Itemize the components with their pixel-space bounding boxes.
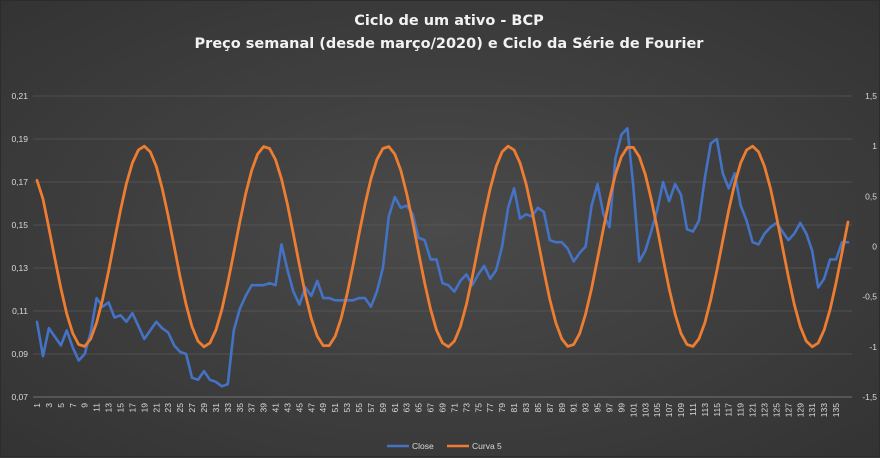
x-tick-label: 105 xyxy=(652,403,662,417)
x-tick-label: 11 xyxy=(92,403,102,412)
x-tick-label: 123 xyxy=(760,403,770,417)
x-tick-label: 69 xyxy=(438,403,448,413)
y-right-tick-label: 1,5 xyxy=(865,91,877,101)
x-tick-label: 119 xyxy=(736,403,746,417)
x-tick-label: 67 xyxy=(426,403,436,413)
y-left-tick-label: 0,11 xyxy=(12,306,28,316)
legend-label: Curva 5 xyxy=(472,441,502,451)
chart-title: Ciclo de um ativo - BCP xyxy=(354,13,544,29)
x-tick-label: 1 xyxy=(32,403,42,408)
x-tick-label: 65 xyxy=(414,403,424,413)
x-tick-label: 13 xyxy=(104,403,114,413)
x-tick-label: 25 xyxy=(175,403,185,413)
chart-subtitle: Preço semanal (desde março/2020) e Ciclo… xyxy=(195,36,705,52)
gridlines xyxy=(33,95,852,398)
x-tick-label: 81 xyxy=(509,403,519,413)
x-tick-label: 107 xyxy=(664,403,674,417)
y-left-tick-label: 0,19 xyxy=(11,134,28,144)
x-tick-label: 95 xyxy=(593,403,603,413)
x-tick-label: 9 xyxy=(80,403,90,408)
x-tick-label: 21 xyxy=(151,403,161,413)
x-tick-label: 31 xyxy=(211,403,221,413)
y-left-tick-label: 0,09 xyxy=(11,349,28,359)
x-tick-label: 79 xyxy=(497,403,507,413)
y-left-tick-label: 0,07 xyxy=(11,392,28,402)
x-axis: 1 3 5 7 9 11 13 15 17 19 21 23 25 27 29 31 33 35 37 39 41 43 4… xyxy=(32,396,852,417)
x-tick-label: 117 xyxy=(724,403,734,417)
x-tick-label: 101 xyxy=(628,403,638,417)
x-tick-label: 93 xyxy=(581,403,591,413)
y-left-tick-label: 0,21 xyxy=(11,91,28,101)
x-tick-label: 103 xyxy=(640,403,650,417)
x-tick-label: 17 xyxy=(127,403,137,413)
x-tick-label: 43 xyxy=(282,403,292,413)
x-tick-label: 83 xyxy=(521,403,531,413)
x-tick-label: 55 xyxy=(354,403,364,413)
y-right-tick-label: 0,5 xyxy=(865,191,877,201)
x-tick-label: 97 xyxy=(604,403,614,413)
x-tick-label: 99 xyxy=(616,403,626,413)
x-tick-label: 127 xyxy=(783,403,793,417)
legend: Close Curva 5 xyxy=(387,441,502,451)
x-tick-label: 3 xyxy=(44,403,54,408)
y-axis-right: -1,5 -1 -0,5 0 0,5 1 1,5 xyxy=(862,91,877,402)
x-tick-label: 113 xyxy=(700,403,710,417)
x-tick-label: 129 xyxy=(795,403,805,417)
x-tick-label: 91 xyxy=(569,403,579,413)
x-tick-label: 71 xyxy=(449,403,459,413)
series-line-curva-5 xyxy=(35,144,850,349)
x-tick-label: 61 xyxy=(390,403,400,413)
y-left-tick-label: 0,13 xyxy=(11,263,28,273)
x-tick-label: 125 xyxy=(771,403,781,417)
x-tick-label: 87 xyxy=(545,403,555,413)
x-tick-label: 51 xyxy=(330,403,340,413)
x-tick-label: 75 xyxy=(473,403,483,413)
x-tick-label: 7 xyxy=(68,403,78,408)
y-left-tick-label: 0,15 xyxy=(11,220,28,230)
x-tick-label: 63 xyxy=(402,403,412,413)
y-right-tick-label: -1,5 xyxy=(862,392,877,402)
x-tick-label: 111 xyxy=(688,403,698,416)
x-tick-label: 135 xyxy=(831,403,841,417)
x-tick-label: 15 xyxy=(115,403,125,413)
x-tick-label: 45 xyxy=(294,403,304,413)
x-tick-label: 19 xyxy=(139,403,149,413)
x-tick-label: 41 xyxy=(271,403,281,413)
x-tick-label: 133 xyxy=(819,403,829,417)
x-tick-label: 85 xyxy=(533,403,543,413)
x-tick-label: 73 xyxy=(461,403,471,413)
plot-lines xyxy=(35,127,850,388)
y-right-tick-label: -0,5 xyxy=(862,292,877,302)
x-tick-label: 35 xyxy=(235,403,245,413)
x-tick-label: 39 xyxy=(259,403,269,413)
x-tick-label: 131 xyxy=(807,403,817,417)
y-right-tick-label: -1 xyxy=(869,342,877,352)
legend-label: Close xyxy=(412,441,434,451)
y-left-tick-label: 0,17 xyxy=(11,177,28,187)
x-tick-label: 33 xyxy=(223,403,233,413)
x-tick-label: 109 xyxy=(676,403,686,417)
series-line-close xyxy=(35,127,850,388)
y-right-tick-label: 1 xyxy=(872,141,877,151)
x-tick-label: 121 xyxy=(748,403,758,417)
x-tick-label: 53 xyxy=(342,403,352,413)
x-tick-label: 37 xyxy=(247,403,257,413)
x-tick-label: 77 xyxy=(485,403,495,413)
x-tick-label: 59 xyxy=(378,403,388,413)
x-tick-label: 57 xyxy=(366,403,376,413)
x-tick-label: 27 xyxy=(187,403,197,413)
y-axis-left: 0,07 0,09 0,11 0,13 0,15 0,17 0,19 0,21 xyxy=(11,91,28,402)
x-tick-label: 89 xyxy=(557,403,567,413)
y-right-tick-label: 0 xyxy=(872,242,877,252)
x-tick-label: 29 xyxy=(199,403,209,413)
x-tick-label: 23 xyxy=(163,403,173,413)
x-tick-label: 115 xyxy=(712,403,722,417)
x-tick-label: 49 xyxy=(318,403,328,413)
x-tick-label: 5 xyxy=(56,403,66,408)
x-tick-label: 47 xyxy=(306,403,316,413)
